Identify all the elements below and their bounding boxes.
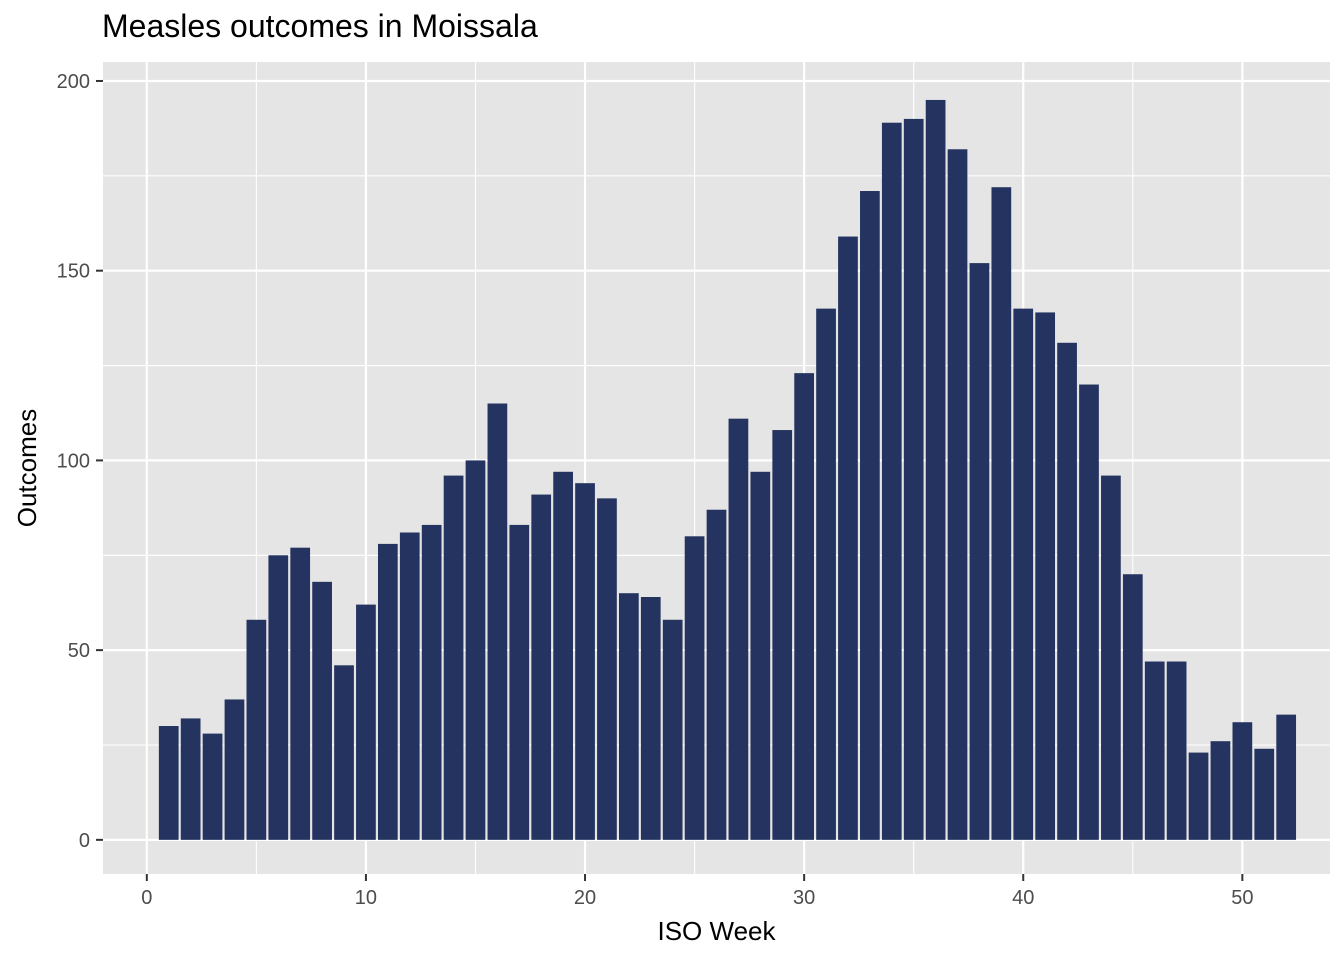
bar xyxy=(377,543,398,840)
bar xyxy=(1276,714,1297,840)
bar xyxy=(903,118,924,840)
x-tick-label: 40 xyxy=(1012,887,1034,909)
bar xyxy=(509,524,530,840)
bar xyxy=(662,619,683,840)
bar xyxy=(443,475,464,840)
bar xyxy=(838,236,858,840)
bar xyxy=(772,430,793,840)
bar xyxy=(465,460,486,840)
bar xyxy=(816,308,836,840)
bar xyxy=(597,498,617,840)
x-tick-label: 30 xyxy=(793,887,815,909)
y-axis: 0 50 100 150 200 xyxy=(57,71,103,852)
x-axis-title: ISO Week xyxy=(657,916,776,946)
bar xyxy=(706,509,727,840)
bar xyxy=(794,373,815,840)
bar xyxy=(334,665,354,840)
bar xyxy=(750,471,771,840)
x-tick-label: 0 xyxy=(141,887,152,909)
bar xyxy=(1210,741,1231,840)
x-axis: 0 10 20 30 40 50 xyxy=(141,874,1253,909)
bar xyxy=(969,263,990,840)
bar xyxy=(1035,312,1056,840)
y-tick-label: 150 xyxy=(57,261,90,283)
bar xyxy=(1079,384,1099,840)
bars xyxy=(158,99,1297,840)
y-tick-label: 50 xyxy=(68,640,90,662)
bar xyxy=(728,418,749,840)
bar xyxy=(553,471,573,840)
bar xyxy=(1013,308,1034,840)
bar xyxy=(224,699,245,840)
bar xyxy=(1232,722,1253,840)
bar xyxy=(487,403,508,840)
bar xyxy=(399,532,420,840)
bar xyxy=(1254,748,1275,840)
bar xyxy=(268,555,289,840)
bar xyxy=(684,536,705,840)
bar xyxy=(1188,752,1209,840)
y-tick-label: 100 xyxy=(57,450,90,472)
bar xyxy=(1057,342,1077,840)
chart-title: Measles outcomes in Moissala xyxy=(102,8,538,44)
bar xyxy=(947,149,968,840)
bar xyxy=(991,187,1012,840)
y-tick-label: 0 xyxy=(79,830,90,852)
bar xyxy=(312,581,332,840)
y-axis-title: Outcomes xyxy=(12,409,42,528)
bar xyxy=(881,122,902,840)
bar xyxy=(1101,475,1121,840)
bar xyxy=(640,597,661,840)
bar xyxy=(531,494,552,840)
bar xyxy=(421,524,442,840)
x-tick-label: 50 xyxy=(1231,887,1253,909)
bar xyxy=(575,483,595,840)
x-tick-label: 10 xyxy=(355,887,377,909)
bar xyxy=(356,604,376,840)
bar xyxy=(246,619,267,840)
bar xyxy=(158,726,179,840)
bar xyxy=(1166,661,1187,840)
bar xyxy=(180,718,201,840)
bar xyxy=(1122,574,1143,840)
y-tick-label: 200 xyxy=(57,71,90,93)
bar xyxy=(618,593,639,840)
bar xyxy=(925,99,946,840)
bar xyxy=(860,191,880,840)
bar xyxy=(1144,661,1165,840)
bar xyxy=(202,733,223,840)
x-tick-label: 20 xyxy=(574,887,596,909)
bar xyxy=(290,547,311,840)
